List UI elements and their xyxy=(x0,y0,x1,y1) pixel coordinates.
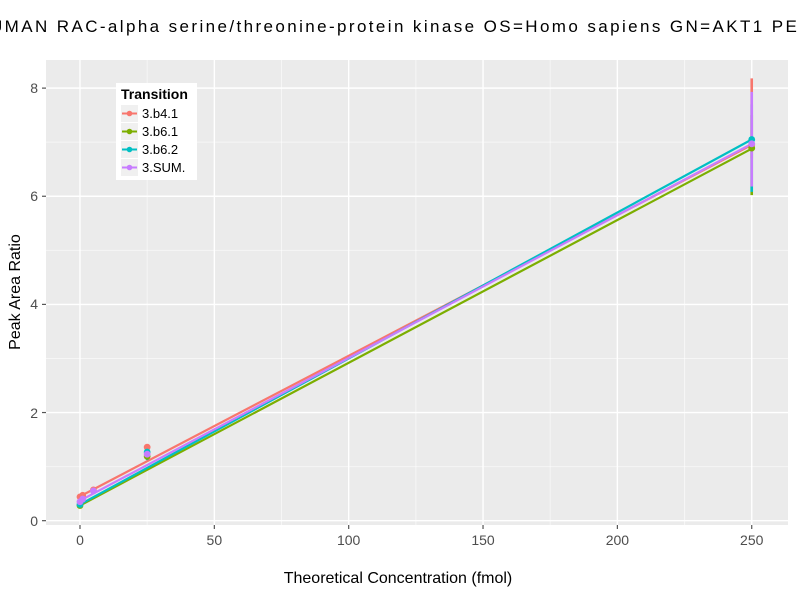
series-3-sum-point xyxy=(90,487,97,495)
legend-item-label: 3.b6.1 xyxy=(142,123,179,139)
series-3-sum-line xyxy=(78,142,753,502)
y-tick-label: 4 xyxy=(30,296,38,313)
legend-key-icon xyxy=(121,140,138,158)
x-tick-label: 0 xyxy=(76,532,84,548)
x-tick-label: 100 xyxy=(336,532,361,548)
legend-key-icon xyxy=(121,104,138,122)
legend-title: Transition xyxy=(121,86,188,102)
x-tick-label: 250 xyxy=(740,532,764,548)
x-tick-label: 200 xyxy=(605,532,630,548)
legend-item: 3.b6.2 xyxy=(121,140,197,158)
legend-key-icon xyxy=(121,158,138,176)
x-tick-label: 50 xyxy=(206,532,223,548)
legend: Transition 3.b4.1 3.b6.1 3.b6.2 3.SUM. xyxy=(116,83,197,180)
legend-item: 3.b4.1 xyxy=(121,104,197,122)
legend-items: 3.b4.1 3.b6.1 3.b6.2 3.SUM. xyxy=(121,104,197,176)
legend-item: 3.b6.1 xyxy=(121,122,197,140)
y-tick-label: 6 xyxy=(30,188,38,205)
chart-title: UMAN RAC-alpha serine/threonine-protein … xyxy=(0,17,800,36)
series-3-b4-1-point xyxy=(143,443,151,451)
y-tick-label: 0 xyxy=(30,512,38,529)
series-3-b6-1-line xyxy=(78,147,753,507)
y-axis-label: Peak Area Ratio xyxy=(7,234,24,350)
x-axis-label: Theoretical Concentration (fmol) xyxy=(283,570,513,587)
series-3-sum-point xyxy=(748,140,756,148)
axis-ticks xyxy=(42,87,753,529)
x-tick-label: 150 xyxy=(471,532,495,548)
y-tick-label: 2 xyxy=(30,404,38,421)
legend-item-label: 3.b6.2 xyxy=(142,141,179,157)
series-3-sum-point xyxy=(143,450,151,458)
series-3-sum-point xyxy=(79,495,87,503)
legend-item-label: 3.SUM. xyxy=(142,159,186,175)
legend-item: 3.SUM. xyxy=(121,158,197,176)
legend-key-icon xyxy=(121,122,138,140)
legend-item-label: 3.b4.1 xyxy=(142,105,179,121)
y-tick-label: 8 xyxy=(30,80,38,97)
